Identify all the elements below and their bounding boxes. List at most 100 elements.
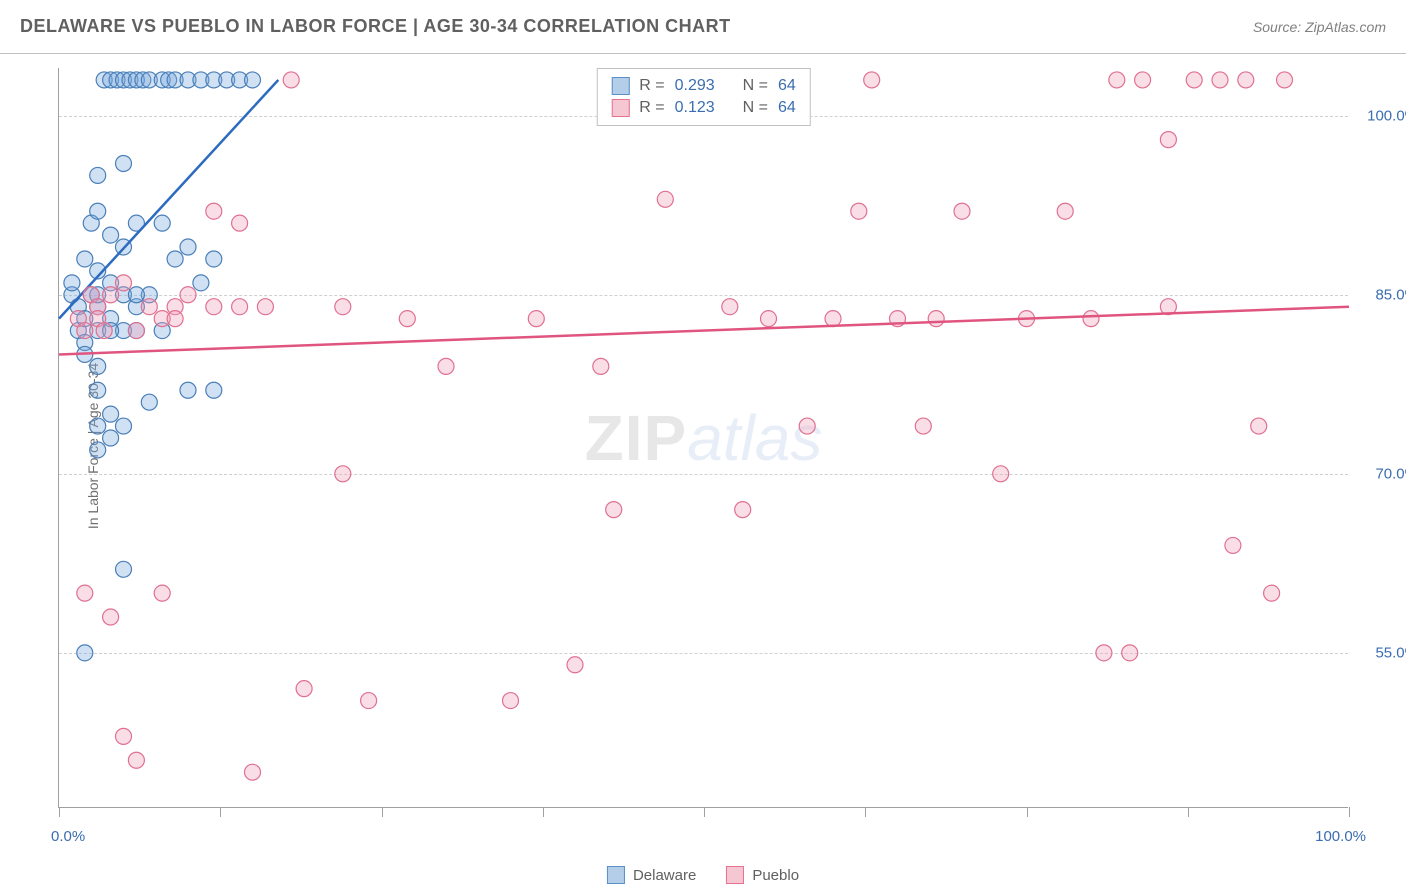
legend-label: Pueblo [752, 867, 799, 884]
scatter-point [154, 215, 170, 231]
scatter-point [1096, 645, 1112, 661]
scatter-point [64, 275, 80, 291]
scatter-point [606, 502, 622, 518]
x-tick [704, 807, 705, 817]
scatter-point [1212, 72, 1228, 88]
r-label: R = [639, 77, 664, 95]
scatter-point [335, 466, 351, 482]
scatter-point [954, 203, 970, 219]
scatter-point [141, 299, 157, 315]
n-label: N = [743, 99, 768, 117]
scatter-point [154, 585, 170, 601]
scatter-point [180, 382, 196, 398]
scatter-point [116, 275, 132, 291]
n-value: 64 [778, 77, 796, 95]
scatter-point [90, 418, 106, 434]
scatter-point [296, 681, 312, 697]
scatter-point [1122, 645, 1138, 661]
scatter-point [128, 752, 144, 768]
scatter-point [593, 358, 609, 374]
scatter-point [103, 609, 119, 625]
x-axis-min-label: 0.0% [51, 828, 85, 845]
legend-swatch-pueblo [611, 99, 629, 117]
scatter-point [761, 311, 777, 327]
scatter-point [335, 299, 351, 315]
correlation-legend: R = 0.293 N = 64 R = 0.123 N = 64 [596, 68, 810, 126]
x-tick [220, 807, 221, 817]
scatter-point [90, 382, 106, 398]
y-tick-label: 100.0% [1358, 107, 1406, 124]
scatter-point [77, 251, 93, 267]
scatter-point [993, 466, 1009, 482]
scatter-point [90, 167, 106, 183]
scatter-point [399, 311, 415, 327]
scatter-point [206, 382, 222, 398]
scatter-point [928, 311, 944, 327]
chart-title: DELAWARE VS PUEBLO IN LABOR FORCE | AGE … [20, 16, 731, 37]
scatter-point [116, 418, 132, 434]
scatter-point [915, 418, 931, 434]
scatter-point [206, 299, 222, 315]
scatter-point [1277, 72, 1293, 88]
scatter-point [116, 728, 132, 744]
scatter-point [851, 203, 867, 219]
legend-label: Delaware [633, 867, 696, 884]
scatter-point [735, 502, 751, 518]
legend-row: R = 0.123 N = 64 [611, 97, 795, 119]
scatter-point [180, 239, 196, 255]
scatter-point [245, 72, 261, 88]
x-tick [382, 807, 383, 817]
legend-swatch-pueblo [726, 866, 744, 884]
scatter-point [825, 311, 841, 327]
scatter-point [77, 585, 93, 601]
scatter-point [116, 561, 132, 577]
scatter-point [361, 693, 377, 709]
scatter-point [103, 287, 119, 303]
scatter-point [1264, 585, 1280, 601]
chart-container: DELAWARE VS PUEBLO IN LABOR FORCE | AGE … [0, 0, 1406, 892]
trend-line [59, 80, 278, 319]
scatter-point [438, 358, 454, 374]
trend-line [59, 307, 1349, 355]
scatter-point [167, 311, 183, 327]
scatter-point [722, 299, 738, 315]
scatter-point [90, 358, 106, 374]
scatter-point [180, 287, 196, 303]
scatter-point [1225, 537, 1241, 553]
scatter-point [1160, 132, 1176, 148]
x-axis-max-label: 100.0% [1315, 828, 1366, 845]
scatter-point [96, 323, 112, 339]
legend-swatch-delaware [607, 866, 625, 884]
scatter-point [1057, 203, 1073, 219]
y-tick-label: 85.0% [1358, 286, 1406, 303]
scatter-point [77, 645, 93, 661]
legend-row: R = 0.293 N = 64 [611, 75, 795, 97]
scatter-point [77, 323, 93, 339]
x-tick [59, 807, 60, 817]
scatter-point [232, 299, 248, 315]
r-value: 0.293 [675, 77, 725, 95]
chart-header: DELAWARE VS PUEBLO IN LABOR FORCE | AGE … [0, 0, 1406, 54]
scatter-point [90, 203, 106, 219]
scatter-point [103, 430, 119, 446]
scatter-point [257, 299, 273, 315]
series-legend: Delaware Pueblo [607, 866, 799, 884]
scatter-point [141, 394, 157, 410]
scatter-point [1135, 72, 1151, 88]
scatter-point [283, 72, 299, 88]
scatter-point [128, 323, 144, 339]
x-tick [1027, 807, 1028, 817]
scatter-point [503, 693, 519, 709]
scatter-point [206, 251, 222, 267]
scatter-point [103, 227, 119, 243]
x-tick [1349, 807, 1350, 817]
x-tick [1188, 807, 1189, 817]
n-value: 64 [778, 99, 796, 117]
r-label: R = [639, 99, 664, 117]
y-tick-label: 55.0% [1358, 644, 1406, 661]
legend-item-pueblo: Pueblo [726, 866, 799, 884]
x-tick [865, 807, 866, 817]
scatter-point [1109, 72, 1125, 88]
scatter-plot-svg [59, 68, 1348, 807]
y-tick-label: 70.0% [1358, 465, 1406, 482]
